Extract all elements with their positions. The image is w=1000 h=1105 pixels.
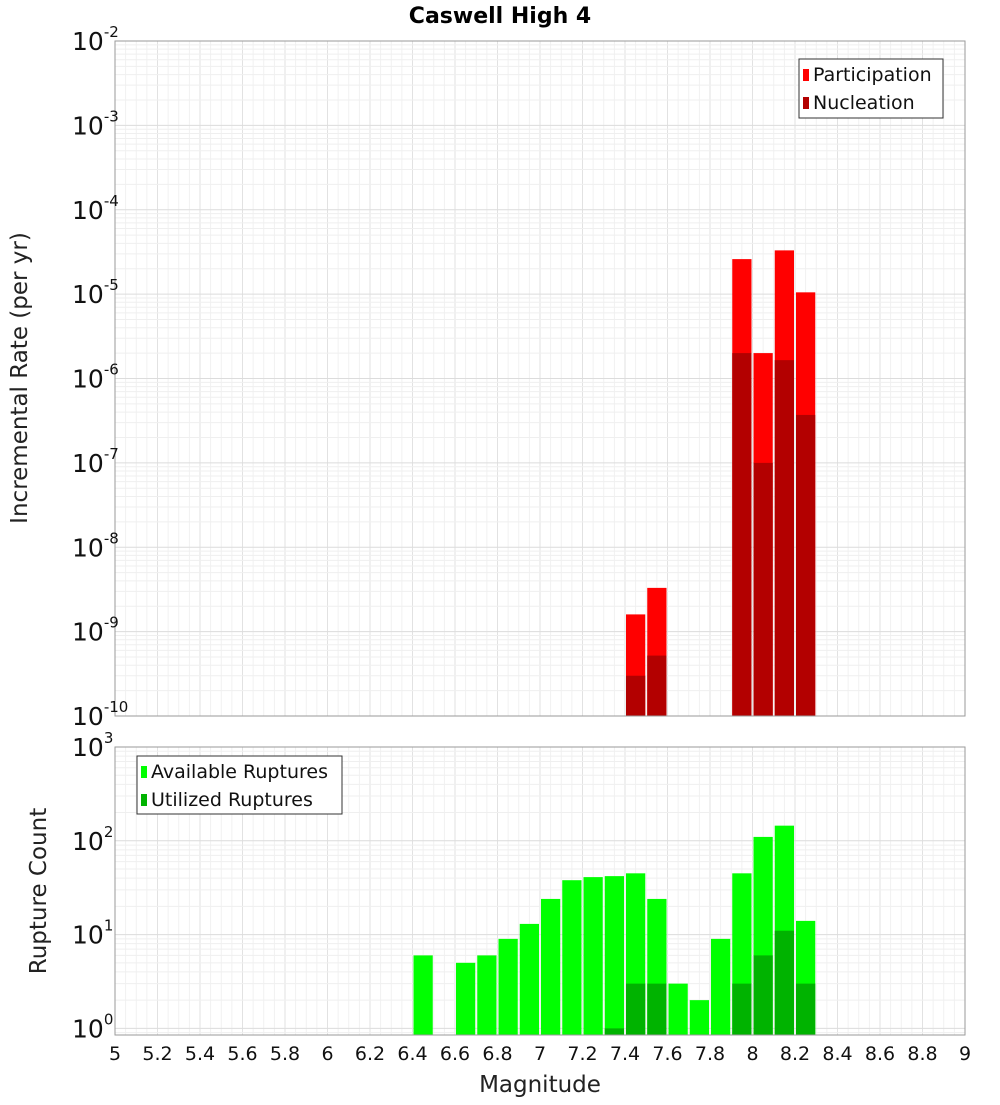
top-y-tick-label: 10-8 (72, 529, 119, 562)
bottom-bar-available-ruptures (562, 880, 582, 1035)
top-y-tick-label: 10-9 (72, 614, 119, 647)
bottom-y-tick-label: 103 (72, 729, 113, 762)
x-tick-label: 6.2 (355, 1043, 385, 1065)
x-tick-label: 5 (109, 1043, 121, 1065)
top-y-axis-label: Incremental Rate (per yr) (7, 232, 33, 524)
x-tick-label: 9 (959, 1043, 971, 1065)
x-tick-label: 7.6 (652, 1043, 682, 1065)
x-tick-label: 8.6 (865, 1043, 895, 1065)
bottom-bar-available-ruptures (583, 877, 603, 1035)
x-tick-label: 6.4 (397, 1043, 427, 1065)
x-tick-label: 5.2 (142, 1043, 172, 1065)
x-tick-label: 5.6 (227, 1043, 257, 1065)
bottom-bar-utilized-ruptures (604, 1028, 624, 1035)
top-bar-nucleation (796, 414, 816, 716)
bottom-bar-utilized-ruptures (796, 983, 816, 1035)
bottom-bar-utilized-ruptures (732, 983, 752, 1035)
x-tick-label: 5.4 (185, 1043, 215, 1065)
top-bar-nucleation (626, 675, 646, 716)
bottom-bar-utilized-ruptures (626, 983, 646, 1035)
top-bar-nucleation (732, 353, 752, 716)
top-legend-swatch (803, 69, 809, 81)
top-plot: 10-10 10-9 10-8 10-7 10-6 10-5 10-4 10-3 10-2 Par… (72, 23, 966, 731)
top-y-tick-label: 10-2 (72, 23, 119, 56)
x-tick-label: 8.8 (907, 1043, 937, 1065)
bottom-legend-label: Available Ruptures (151, 761, 328, 783)
bottom-legend-label: Utilized Ruptures (151, 789, 313, 811)
bottom-bar-available-ruptures (604, 876, 624, 1035)
top-frame (114, 40, 966, 717)
top-legend-swatch (803, 97, 809, 109)
x-tick-label: 6 (321, 1043, 333, 1065)
x-tick-label: 7.4 (610, 1043, 640, 1065)
bottom-bar-available-ruptures (498, 938, 518, 1035)
bottom-y-tick-label: 100 (72, 1010, 113, 1043)
x-axis-label: Magnitude (479, 1072, 601, 1098)
bottom-y-tick-label: 102 (72, 823, 113, 856)
bottom-bar-available-ruptures (477, 955, 497, 1035)
bottom-bar-available-ruptures (519, 923, 539, 1035)
bottom-bar-utilized-ruptures (774, 930, 794, 1035)
bottom-frame (114, 746, 966, 1036)
bottom-y-tick-label: 101 (72, 917, 113, 950)
top-legend-label: Participation (813, 64, 932, 86)
bottom-bar-utilized-ruptures (753, 955, 773, 1035)
bottom-bar-available-ruptures (413, 955, 433, 1035)
bottom-bar-available-ruptures (456, 962, 476, 1035)
top-legend-box (798, 58, 944, 119)
bottom-y-axis-label: Rupture Count (26, 808, 52, 974)
top-bar-nucleation (647, 655, 667, 716)
x-tick-label: 5.8 (270, 1043, 300, 1065)
x-tick-label: 8 (746, 1043, 758, 1065)
x-tick-label: 8.4 (822, 1043, 852, 1065)
bottom-legend-swatch (141, 794, 147, 806)
bottom-bar-utilized-ruptures (647, 983, 667, 1035)
top-bar-nucleation (774, 360, 794, 716)
bottom-bar-available-ruptures (668, 983, 688, 1035)
top-y-tick-label: 10-10 (72, 698, 128, 731)
top-bar-nucleation (753, 462, 773, 716)
top-y-tick-label: 10-4 (72, 192, 119, 225)
top-legend: Participation Nucleation (798, 58, 944, 119)
bottom-legend-swatch (141, 766, 147, 778)
x-tick-label: 6.8 (482, 1043, 512, 1065)
top-y-tick-label: 10-5 (72, 276, 119, 309)
bottom-legend: Available Ruptures Utilized Ruptures (136, 755, 343, 815)
bottom-bar-available-ruptures (689, 1000, 709, 1035)
x-tick-label: 6.6 (440, 1043, 470, 1065)
top-legend-label: Nucleation (813, 92, 915, 114)
bottom-legend-box (136, 755, 343, 815)
top-y-tick-label: 10-6 (72, 361, 119, 394)
x-tick-label: 7.2 (567, 1043, 597, 1065)
x-tick-label: 8.2 (780, 1043, 810, 1065)
x-tick-label: 7.8 (695, 1043, 725, 1065)
bottom-bar-available-ruptures (541, 898, 561, 1035)
bottom-bar-available-ruptures (711, 938, 731, 1035)
x-tick-label: 7 (534, 1043, 546, 1065)
top-y-tick-label: 10-7 (72, 445, 119, 478)
top-y-tick-label: 10-3 (72, 107, 119, 140)
bottom-plot: 100 101 102 103 Available Ruptures Utilized R… (72, 729, 971, 1065)
chart-title: Caswell High 4 (409, 4, 591, 29)
